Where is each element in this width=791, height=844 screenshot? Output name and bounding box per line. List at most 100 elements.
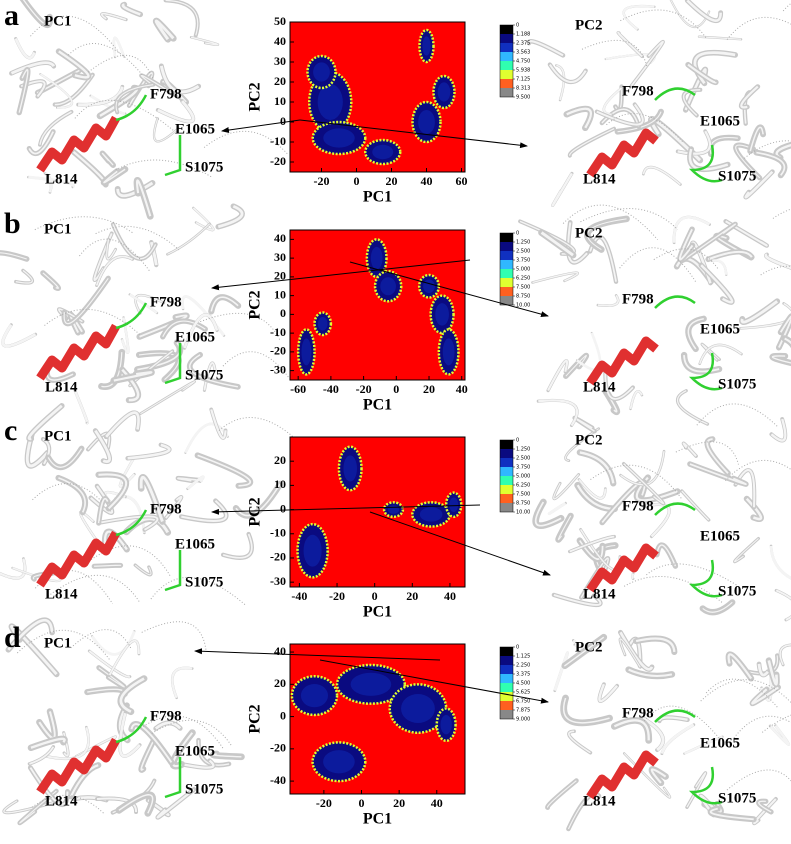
dotted-loop — [726, 17, 791, 40]
colorbar-band — [500, 440, 513, 449]
y-tick-label: -20 — [270, 344, 286, 358]
colorbar-band — [500, 61, 513, 70]
arrow — [349, 261, 549, 318]
basin — [432, 74, 456, 110]
y-tick-label: 0 — [280, 306, 286, 320]
helix — [36, 115, 120, 173]
ribbon-edge — [643, 503, 671, 538]
x-tick-label: 40 — [444, 589, 456, 603]
colorbar-band — [500, 79, 513, 88]
loop — [654, 709, 723, 805]
y-tick-label: 10 — [274, 287, 286, 301]
basin-core — [323, 750, 355, 774]
y-tick-label: 10 — [274, 94, 286, 108]
x-tick-label: 40 — [421, 174, 433, 188]
x-tick-label: 40 — [431, 796, 443, 810]
ribbon-edge — [602, 87, 623, 116]
ribbon-edge — [96, 797, 138, 813]
ribbon-edge — [771, 355, 791, 364]
plot-frame — [289, 21, 466, 173]
ribbon-edge — [586, 218, 627, 250]
ribbon-edge — [210, 409, 227, 440]
basins — [296, 445, 463, 579]
basin — [290, 675, 339, 717]
ribbon-edge — [676, 390, 708, 425]
basin — [382, 501, 405, 519]
residue-label: E1065 — [700, 528, 740, 544]
ribbon-edge — [563, 697, 610, 724]
y-tick-label: 40 — [274, 231, 286, 245]
y-tick-label: 0 — [280, 501, 286, 515]
ribbon — [622, 4, 656, 31]
ribbon-edge — [90, 630, 136, 656]
colorbar-label: 10.00 — [516, 303, 530, 309]
ribbon-edge — [751, 686, 779, 705]
y-tick-label: -20 — [270, 741, 286, 755]
colorbar-band — [500, 647, 513, 656]
ribbon-edge — [181, 500, 228, 522]
ribbon-edge — [140, 74, 176, 96]
ribbon-edge — [222, 533, 253, 559]
x-tick-label: 60 — [456, 174, 468, 188]
ribbon-edge — [112, 223, 157, 260]
ribbon-edge — [631, 573, 635, 580]
basin — [444, 491, 463, 519]
ribbon-edge — [551, 172, 573, 207]
arrow — [211, 259, 471, 291]
dotted-loop — [222, 351, 290, 379]
ribbon-edge — [94, 564, 122, 567]
ribbon-edge — [679, 228, 694, 261]
ribbon-edge — [698, 36, 742, 40]
colorbar-label: 1.250 — [516, 447, 530, 453]
ribbon-edge — [757, 663, 769, 677]
ribbon-edge — [28, 131, 55, 155]
x-tick-label: 20 — [393, 796, 405, 810]
ribbon-edge — [566, 107, 592, 129]
dotted-loop — [620, 9, 708, 40]
ribbon-edge — [121, 368, 140, 402]
ribbon-edge — [130, 723, 173, 763]
ribbon-edge — [192, 207, 215, 231]
loop — [654, 87, 723, 183]
ribbon-edge — [29, 767, 69, 806]
ribbon-edge — [197, 740, 230, 766]
ribbon — [166, 222, 211, 256]
basin — [337, 445, 363, 492]
helix — [36, 530, 120, 588]
ribbon-edge — [197, 454, 252, 487]
ribbon-edge — [635, 637, 676, 653]
ribbon-edge — [15, 269, 33, 284]
colorbar-band — [500, 683, 513, 692]
ribbon-edge — [183, 313, 219, 349]
dotted-loop — [81, 545, 171, 577]
ribbon-edge — [620, 451, 665, 486]
ribbon — [208, 294, 242, 315]
ribbon-edge — [727, 653, 753, 680]
ribbon-edge — [549, 64, 587, 83]
ribbon-edge — [650, 768, 667, 784]
ribbon-edge — [177, 477, 201, 482]
ribbon-edge — [10, 61, 56, 75]
colorbar-band — [500, 665, 513, 674]
y-tick-label: -20 — [270, 154, 286, 168]
basin-core — [423, 279, 435, 293]
ribbon-edge — [709, 807, 754, 821]
ribbon-edge — [756, 151, 786, 176]
basin — [429, 294, 455, 335]
colorbar-label: 7.875 — [516, 708, 530, 714]
helix — [586, 543, 659, 593]
ribbon-edge — [58, 477, 86, 513]
ribbon-edge — [70, 764, 99, 797]
ribbon-edge — [18, 69, 29, 113]
basin-core — [317, 317, 328, 331]
ribbon-edge — [532, 272, 579, 284]
dotted-loop — [643, 705, 720, 739]
ribbon-edge — [660, 723, 695, 754]
basin-core — [401, 694, 435, 724]
colorbar-band — [500, 242, 513, 251]
residue-label: E1065 — [175, 121, 215, 137]
ribbon-edge — [556, 64, 565, 101]
ribbon-edge — [628, 668, 673, 678]
basin-core — [323, 128, 355, 148]
